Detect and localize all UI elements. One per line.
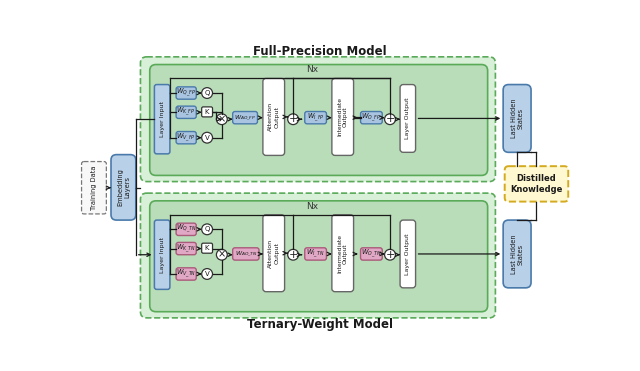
Text: Attention
Output: Attention Output	[268, 102, 279, 131]
Text: $W_{O\_TN}$: $W_{O\_TN}$	[361, 248, 381, 260]
Text: $W_{AO\_FP}$: $W_{AO\_FP}$	[234, 113, 256, 122]
Circle shape	[202, 88, 212, 98]
FancyBboxPatch shape	[505, 166, 568, 201]
FancyBboxPatch shape	[150, 65, 488, 175]
FancyBboxPatch shape	[176, 106, 196, 118]
Text: $W_{AO\_TN}$: $W_{AO\_TN}$	[234, 250, 257, 258]
FancyBboxPatch shape	[503, 85, 531, 152]
Circle shape	[385, 249, 396, 260]
FancyBboxPatch shape	[233, 112, 257, 124]
FancyBboxPatch shape	[360, 248, 382, 260]
Text: Layer Output: Layer Output	[405, 98, 410, 139]
Text: $W_{K\_TN}$: $W_{K\_TN}$	[176, 243, 196, 255]
FancyBboxPatch shape	[400, 85, 415, 152]
FancyBboxPatch shape	[360, 112, 382, 124]
FancyBboxPatch shape	[503, 220, 531, 288]
Text: Intermediate
Output: Intermediate Output	[337, 98, 348, 137]
Text: $W_{K\_FP}$: $W_{K\_FP}$	[177, 106, 196, 118]
Text: ×: ×	[218, 114, 226, 124]
Text: Nx: Nx	[307, 202, 319, 211]
FancyBboxPatch shape	[400, 220, 415, 288]
FancyBboxPatch shape	[202, 107, 212, 117]
FancyBboxPatch shape	[176, 242, 196, 255]
Text: Last Hidden
States: Last Hidden States	[511, 234, 524, 274]
Text: $W_{V\_TN}$: $W_{V\_TN}$	[176, 268, 196, 280]
Text: Full-Precision Model: Full-Precision Model	[253, 45, 387, 58]
Text: +: +	[385, 114, 395, 124]
FancyBboxPatch shape	[154, 220, 170, 289]
Text: Layer Input: Layer Input	[159, 101, 164, 137]
Text: +: +	[385, 250, 395, 260]
Text: Distilled
Knowledge: Distilled Knowledge	[510, 174, 563, 194]
FancyBboxPatch shape	[305, 112, 326, 124]
FancyBboxPatch shape	[111, 155, 136, 220]
FancyBboxPatch shape	[305, 248, 326, 260]
Text: Embedding
Layers: Embedding Layers	[117, 168, 130, 206]
Text: +: +	[289, 250, 298, 260]
Text: Layer Output: Layer Output	[405, 233, 410, 275]
Text: +: +	[289, 114, 298, 124]
Circle shape	[216, 114, 227, 125]
Text: Q: Q	[204, 226, 210, 232]
FancyBboxPatch shape	[332, 215, 353, 292]
Text: $W_{O\_FP}$: $W_{O\_FP}$	[362, 112, 381, 124]
FancyBboxPatch shape	[263, 215, 285, 292]
Text: $W_{I\_FP}$: $W_{I\_FP}$	[307, 112, 324, 124]
Circle shape	[202, 269, 212, 279]
Text: V: V	[205, 135, 209, 141]
Text: $W_{Q\_FP}$: $W_{Q\_FP}$	[176, 87, 196, 99]
Text: Last Hidden
States: Last Hidden States	[511, 99, 524, 138]
FancyBboxPatch shape	[81, 161, 106, 214]
Text: Training Data: Training Data	[91, 165, 97, 210]
Text: V: V	[205, 271, 209, 277]
Text: Ternary-Weight Model: Ternary-Weight Model	[247, 318, 393, 331]
FancyBboxPatch shape	[140, 193, 495, 318]
Text: $W_{Q\_TN}$: $W_{Q\_TN}$	[176, 223, 196, 236]
Text: $W_{V\_FP}$: $W_{V\_FP}$	[177, 132, 196, 144]
FancyBboxPatch shape	[176, 223, 196, 236]
FancyBboxPatch shape	[176, 132, 196, 144]
Circle shape	[202, 224, 212, 235]
FancyBboxPatch shape	[176, 268, 196, 280]
Text: ×: ×	[218, 250, 226, 260]
Text: K: K	[205, 245, 209, 251]
Text: Layer Input: Layer Input	[159, 237, 164, 273]
FancyBboxPatch shape	[233, 248, 259, 260]
Circle shape	[288, 249, 298, 260]
Text: Intermediate
Output: Intermediate Output	[337, 234, 348, 273]
Text: Q: Q	[204, 90, 210, 96]
FancyBboxPatch shape	[140, 57, 495, 181]
FancyBboxPatch shape	[332, 78, 353, 155]
Circle shape	[202, 132, 212, 143]
Circle shape	[385, 114, 396, 125]
Text: Attention
Output: Attention Output	[268, 239, 279, 268]
FancyBboxPatch shape	[202, 243, 212, 253]
Text: K: K	[205, 109, 209, 115]
FancyBboxPatch shape	[150, 201, 488, 312]
Text: $W_{I\_TN}$: $W_{I\_TN}$	[307, 248, 325, 260]
Circle shape	[216, 249, 227, 260]
FancyBboxPatch shape	[263, 78, 285, 155]
Text: Nx: Nx	[307, 65, 319, 75]
Circle shape	[288, 114, 298, 125]
FancyBboxPatch shape	[176, 87, 196, 99]
FancyBboxPatch shape	[154, 85, 170, 154]
